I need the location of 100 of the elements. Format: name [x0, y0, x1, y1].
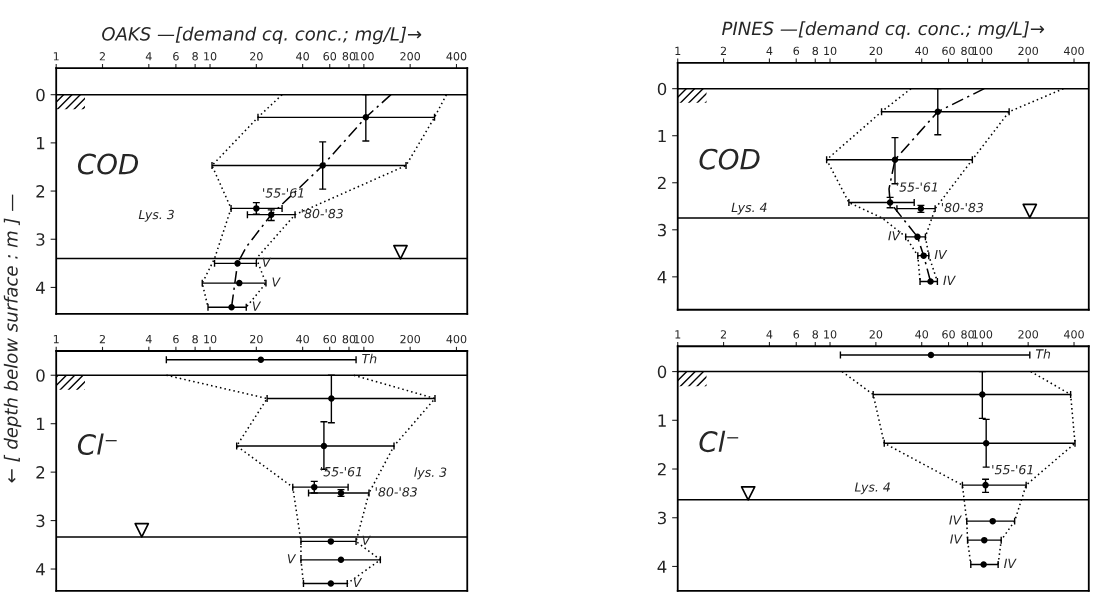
- annotation: IV: [934, 250, 948, 260]
- annotation: '80-'83: [301, 208, 343, 219]
- y-tick-label: 2: [36, 466, 45, 479]
- annotation: Lys. 4: [731, 202, 767, 215]
- x-tick-label: 10: [824, 330, 837, 339]
- x-tick-label: 4: [766, 46, 773, 55]
- y-tick-label: 2: [657, 176, 666, 190]
- x-tick-label: 8: [812, 46, 819, 56]
- y-tick-label: 3: [657, 511, 666, 525]
- y-tick-label: 3: [36, 514, 45, 528]
- x-tick-label: 4: [145, 335, 152, 344]
- x-tick-label: 60: [942, 330, 955, 339]
- x-tick-label: 40: [915, 46, 929, 56]
- x-tick-label: 20: [869, 330, 883, 339]
- annotation: Cl⁻: [77, 433, 117, 456]
- x-tick-label: 80: [961, 46, 974, 56]
- x-tick-label: 200: [400, 52, 421, 61]
- annotation: V: [353, 577, 363, 588]
- x-tick-label: 6: [173, 334, 179, 344]
- x-tick-label: 60: [942, 46, 955, 56]
- x-tick-label: 400: [1063, 330, 1084, 339]
- x-tick-label: 1: [53, 52, 59, 61]
- x-tick-label: 10: [204, 52, 217, 61]
- annotation: V: [287, 554, 297, 564]
- x-tick-label: 6: [173, 52, 179, 61]
- x-tick-label: 4: [145, 52, 152, 61]
- y-tick-label: 1: [37, 137, 45, 150]
- y-tick-label: 2: [36, 185, 45, 198]
- x-tick-label: 80: [342, 52, 356, 61]
- x-tick-label: 100: [972, 330, 993, 339]
- annotation: Th: [362, 353, 377, 364]
- x-tick-label: 10: [204, 334, 217, 344]
- annotation: '55-'61: [321, 466, 362, 477]
- y-tick-label: 2: [657, 462, 666, 476]
- x-tick-label: 2: [720, 330, 726, 339]
- y-tick-label: 0: [657, 82, 667, 96]
- annotation: V: [252, 301, 262, 311]
- y-tick-label: 1: [37, 417, 45, 431]
- x-tick-label: 40: [296, 52, 309, 61]
- x-tick-label: 60: [323, 52, 337, 61]
- annotation: Lys. 3: [138, 209, 174, 222]
- x-tick-label: 4: [766, 330, 773, 339]
- annotation: lys. 3: [414, 467, 447, 480]
- annotation: V: [272, 277, 281, 287]
- x-tick-label: 6: [793, 330, 800, 339]
- y-tick-label: 4: [657, 271, 667, 284]
- x-tick-label: 60: [323, 334, 337, 344]
- x-tick-label: 8: [812, 330, 819, 339]
- x-tick-label: 1: [675, 46, 681, 55]
- y-tick-label: 4: [657, 560, 667, 573]
- annotation: Lys. 4: [854, 482, 890, 495]
- annotation: V: [262, 257, 272, 267]
- y-tick-label: 4: [36, 563, 45, 576]
- x-tick-label: 100: [972, 46, 993, 56]
- annotation: '55-'61: [992, 464, 1033, 475]
- annotation: Cl⁻: [699, 430, 739, 453]
- y-tick-label: 4: [36, 281, 45, 294]
- y-tick-label: 3: [36, 233, 45, 246]
- y-tick-label: 0: [36, 369, 45, 382]
- x-tick-label: 400: [446, 334, 467, 344]
- x-tick-label: 80: [342, 334, 356, 344]
- x-tick-label: 40: [915, 330, 929, 339]
- annotation: IV: [888, 231, 901, 241]
- x-tick-label: 200: [1018, 46, 1039, 56]
- annotation: IV: [1004, 558, 1017, 568]
- x-tick-label: 20: [250, 334, 263, 344]
- annotation: '80-'83: [375, 487, 417, 497]
- y-tick-label: 0: [657, 365, 667, 379]
- x-tick-label: 400: [1063, 46, 1084, 56]
- x-tick-label: 1: [675, 330, 681, 339]
- x-tick-label: 200: [1018, 330, 1039, 339]
- x-tick-label: 6: [793, 46, 800, 56]
- annotation: '55-'61: [263, 188, 304, 198]
- annotation: Th: [1035, 348, 1051, 359]
- y-tick-label: 1: [658, 414, 666, 427]
- chart-title: OAKS —[demand cq. conc.; mg/L]→: [102, 26, 422, 45]
- x-tick-label: 2: [99, 52, 105, 61]
- y-tick-label: 1: [658, 129, 666, 143]
- annotation: COD: [77, 153, 139, 175]
- x-tick-label: 40: [296, 334, 309, 344]
- y-axis-title: ← [ depth below surface : m ] —: [3, 194, 22, 483]
- x-tick-label: 100: [354, 334, 374, 344]
- annotation: COD: [699, 148, 760, 170]
- annotation: IV: [949, 515, 962, 525]
- x-tick-label: 20: [250, 52, 263, 61]
- x-tick-label: 1: [53, 335, 59, 344]
- x-tick-label: 400: [446, 52, 467, 61]
- x-tick-label: 80: [961, 330, 974, 339]
- x-tick-label: 8: [192, 334, 198, 344]
- annotation: '55-'61: [896, 182, 937, 192]
- x-tick-label: 2: [720, 46, 726, 55]
- x-tick-label: 200: [400, 334, 421, 344]
- x-tick-label: 100: [354, 52, 374, 61]
- y-tick-label: 0: [36, 88, 45, 102]
- x-tick-label: 2: [99, 334, 105, 344]
- chart-title: PINES —[demand cq. conc.; mg/L]→: [722, 21, 1045, 39]
- annotation: IV: [943, 275, 956, 285]
- x-tick-label: 10: [824, 46, 837, 56]
- y-tick-label: 3: [657, 223, 666, 237]
- x-tick-label: 8: [192, 52, 198, 61]
